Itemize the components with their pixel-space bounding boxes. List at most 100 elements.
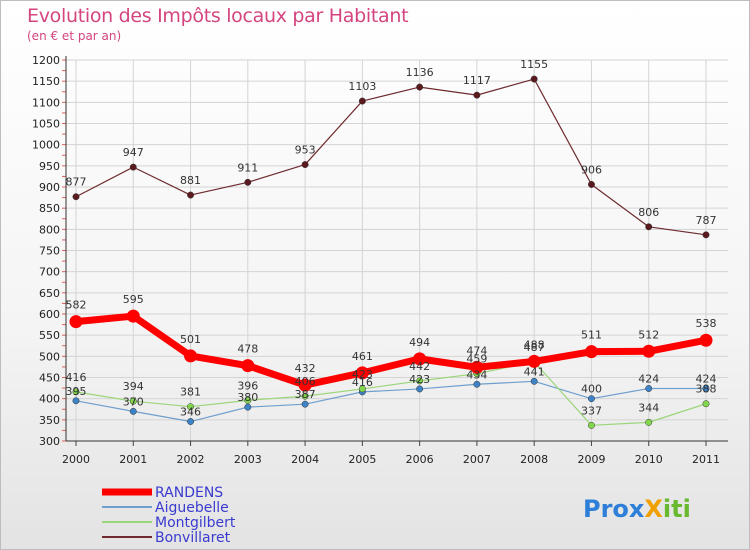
point-aiguebelle-2003	[244, 403, 252, 411]
y-tick-label: 400	[39, 393, 60, 406]
point-bonvillaret-2011	[702, 231, 710, 239]
y-tick-label: 950	[39, 160, 60, 173]
point-montgilbert-2005	[358, 385, 366, 393]
label-randens-2011: 538	[696, 317, 717, 330]
axes	[62, 56, 728, 446]
y-tick-label: 1100	[32, 96, 60, 109]
point-randens-2011	[699, 333, 713, 347]
proxiti-logo: ProxXiti	[583, 495, 691, 523]
point-montgilbert-2004	[301, 392, 309, 400]
logo-text-iti: iti	[663, 495, 691, 523]
label-montgilbert-2011: 388	[696, 383, 717, 396]
label-aiguebelle-2005: 416	[352, 376, 373, 389]
label-montgilbert-2006: 442	[409, 360, 430, 373]
point-montgilbert-2001	[129, 397, 137, 405]
point-randens-2000	[69, 315, 83, 329]
label-randens-2003: 478	[237, 343, 258, 356]
label-montgilbert-2000: 416	[66, 371, 87, 384]
x-tick-label: 2006	[406, 453, 434, 466]
point-aiguebelle-2008	[530, 377, 538, 385]
label-bonvillaret-2010: 806	[638, 206, 659, 219]
label-bonvillaret-2009: 906	[581, 163, 602, 176]
label-bonvillaret-2002: 881	[180, 174, 201, 187]
chart-subtitle: (en € et par an)	[27, 29, 122, 43]
label-randens-2005: 461	[352, 350, 373, 363]
x-tick-label: 2000	[62, 453, 90, 466]
logo-text-prox: Prox	[583, 495, 645, 523]
label-montgilbert-2002: 381	[180, 386, 201, 399]
series-line-bonvillaret	[75, 78, 707, 236]
point-aiguebelle-2009	[588, 395, 595, 403]
x-axis-ticks: 2000 2001 2002 2003 2004 2005 2006 2007 2008 2009…	[62, 453, 720, 466]
label-bonvillaret-2003: 911	[237, 161, 258, 174]
point-bonvillaret-2000	[72, 193, 80, 201]
point-montgilbert-2009	[588, 421, 595, 429]
point-bonvillaret-2006	[416, 83, 424, 91]
point-aiguebelle-2000	[72, 397, 80, 405]
x-tick-label: 2011	[692, 453, 720, 466]
label-aiguebelle-2002: 346	[180, 406, 201, 419]
label-bonvillaret-2004: 953	[295, 144, 316, 157]
y-tick-label: 600	[39, 308, 60, 321]
label-bonvillaret-2008: 1155	[520, 58, 548, 71]
point-bonvillaret-2007	[473, 91, 481, 99]
label-montgilbert-2005: 423	[352, 368, 373, 381]
label-bonvillaret-2001: 947	[123, 146, 144, 159]
label-randens-2000: 582	[66, 299, 87, 312]
y-tick-label: 1150	[32, 75, 60, 88]
y-tick-label: 500	[39, 350, 60, 363]
x-tick-label: 2002	[177, 453, 205, 466]
label-randens-2001: 595	[123, 293, 144, 306]
x-tick-label: 2005	[348, 453, 376, 466]
point-aiguebelle-2011	[702, 385, 710, 392]
x-tick-label: 2003	[234, 453, 262, 466]
point-bonvillaret-2005	[358, 97, 366, 105]
legend-label-aiguebelle: Aiguebelle	[155, 500, 229, 516]
label-montgilbert-2009: 337	[581, 404, 602, 417]
x-tick-label: 2004	[291, 453, 319, 466]
y-tick-label: 450	[39, 372, 60, 385]
label-bonvillaret-2011: 787	[696, 214, 717, 227]
point-montgilbert-2010	[645, 418, 653, 426]
y-tick-label: 650	[39, 287, 60, 300]
point-aiguebelle-2007	[473, 380, 481, 388]
label-aiguebelle-2009: 400	[581, 383, 602, 396]
chart-title: Evolution des Impôts locaux par Habitant	[27, 5, 409, 27]
point-montgilbert-2003	[244, 396, 252, 404]
point-montgilbert-2000	[72, 388, 80, 396]
label-randens-2006: 494	[409, 336, 430, 349]
point-bonvillaret-2003	[244, 178, 252, 186]
y-tick-label: 800	[39, 223, 60, 236]
y-tick-label: 750	[39, 245, 60, 258]
x-tick-label: 2010	[635, 453, 663, 466]
series-layer	[69, 75, 713, 429]
point-randens-2003	[241, 359, 255, 373]
y-tick-label: 850	[39, 202, 60, 215]
point-aiguebelle-2010	[645, 385, 653, 392]
label-montgilbert-2003: 396	[237, 379, 258, 392]
label-aiguebelle-2003: 380	[237, 391, 258, 404]
point-montgilbert-2011	[702, 400, 710, 408]
label-montgilbert-2008: 487	[524, 341, 545, 354]
point-randens-2007	[470, 360, 484, 374]
point-randens-2010	[642, 344, 656, 358]
point-bonvillaret-2002	[187, 191, 194, 199]
series-line-aiguebelle	[75, 380, 707, 423]
legend-label-randens: RANDENS	[155, 485, 223, 501]
x-tick-label: 2008	[520, 453, 548, 466]
label-aiguebelle-2004: 387	[295, 388, 316, 401]
data-labels: 877 947 881 911 953 1103 1136 1117 1155 906 806 787…	[66, 58, 717, 418]
y-tick-label: 350	[39, 414, 60, 427]
x-tick-label: 2007	[463, 453, 491, 466]
y-tick-label: 1000	[32, 139, 60, 152]
legend-label-bonvillaret: Bonvillaret	[155, 530, 231, 546]
y-tick-label: 1200	[32, 54, 60, 67]
point-aiguebelle-2001	[129, 407, 137, 415]
y-tick-label: 550	[39, 329, 60, 342]
point-bonvillaret-2008	[530, 75, 538, 83]
point-bonvillaret-2009	[588, 181, 595, 188]
x-tick-label: 2001	[119, 453, 147, 466]
point-randens-2004	[298, 378, 312, 392]
label-aiguebelle-2000: 395	[66, 385, 87, 398]
